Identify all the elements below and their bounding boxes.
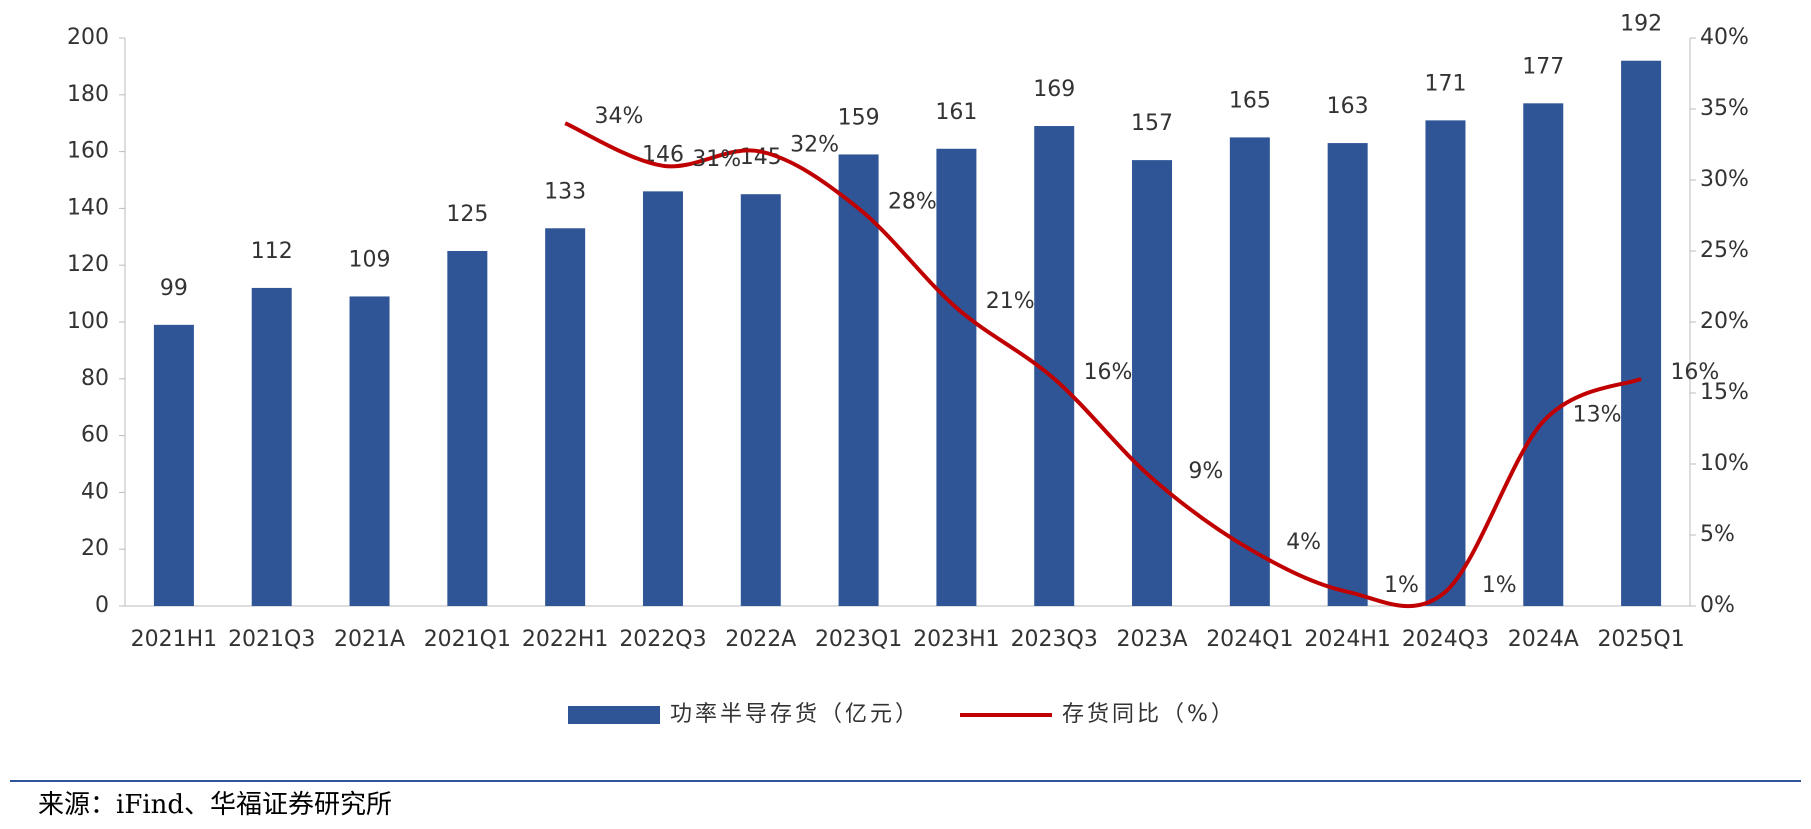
- bar-label: 112: [251, 239, 293, 264]
- legend-label: 功率半导存货（亿元）: [670, 702, 920, 727]
- x-tick-label: 2023Q3: [1011, 627, 1098, 652]
- line-label: 34%: [595, 104, 644, 129]
- line-label: 21%: [986, 289, 1035, 314]
- line-label: 31%: [692, 147, 741, 172]
- bar-label: 163: [1327, 94, 1369, 119]
- bar: [1621, 60, 1662, 607]
- bar: [1425, 120, 1466, 607]
- x-tick-label: 2022Q3: [619, 627, 706, 652]
- y2-tick-label: 30%: [1700, 167, 1749, 192]
- line-label: 13%: [1573, 402, 1622, 427]
- x-tick-label: 2021Q1: [424, 627, 511, 652]
- source: 来源：iFind、华福证券研究所: [38, 790, 392, 820]
- bar: [740, 194, 781, 606]
- x-tick-label: 2024Q1: [1206, 627, 1293, 652]
- y2-tick-label: 10%: [1700, 451, 1749, 476]
- bar: [936, 148, 977, 606]
- bar: [153, 324, 194, 606]
- bar-label: 157: [1131, 111, 1173, 136]
- x-tick-label: 2022H1: [522, 627, 609, 652]
- bar-label: 169: [1033, 77, 1075, 102]
- x-tick-label: 2021H1: [131, 627, 218, 652]
- y-tick-label: 120: [67, 252, 109, 277]
- bar-label: 159: [838, 105, 880, 130]
- bar: [838, 154, 879, 606]
- line-label: 1%: [1384, 573, 1419, 598]
- line-label: 16%: [1670, 360, 1719, 385]
- bar: [1132, 160, 1173, 606]
- bar-label: 177: [1522, 54, 1564, 79]
- x-tick-label: 2024H1: [1304, 627, 1391, 652]
- bar-label: 192: [1620, 12, 1662, 37]
- line-label: 16%: [1084, 360, 1133, 385]
- x-tick-label: 2023Q1: [815, 627, 902, 652]
- line-label: 32%: [790, 133, 839, 158]
- bar-label: 165: [1229, 88, 1271, 113]
- bar-label: 171: [1424, 71, 1466, 96]
- y-tick-label: 20: [81, 536, 109, 561]
- y2-tick-label: 5%: [1700, 522, 1735, 547]
- x-tick-label: 2024Q3: [1402, 627, 1489, 652]
- y-tick-label: 200: [67, 25, 109, 50]
- line-label: 9%: [1188, 459, 1223, 484]
- y-tick-label: 0: [95, 593, 109, 618]
- legend-label: 存货同比（%）: [1062, 702, 1236, 727]
- bar: [1327, 143, 1368, 606]
- bar: [642, 191, 683, 607]
- y2-tick-label: 20%: [1700, 309, 1749, 334]
- bar: [447, 251, 488, 606]
- bar: [1523, 103, 1564, 606]
- line-label: 1%: [1482, 573, 1517, 598]
- y2-tick-label: 35%: [1700, 96, 1749, 121]
- line-label: 4%: [1286, 530, 1321, 555]
- x-tick-label: 2021A: [334, 627, 405, 652]
- legend-swatch: [568, 706, 660, 724]
- line: [564, 121, 1642, 609]
- x-tick-label: 2022A: [725, 627, 796, 652]
- y2-tick-label: 40%: [1700, 25, 1749, 50]
- bar-label: 109: [349, 247, 391, 272]
- y-tick-label: 60: [81, 423, 109, 448]
- bar-label: 99: [160, 276, 188, 301]
- bar-label: 133: [544, 179, 586, 204]
- bar-label: 161: [935, 100, 977, 125]
- bar: [1229, 137, 1270, 606]
- y-tick-label: 100: [67, 309, 109, 334]
- y-tick-label: 80: [81, 366, 109, 391]
- x-tick-label: 2024A: [1508, 627, 1579, 652]
- x-tick-label: 2025Q1: [1597, 627, 1684, 652]
- x-tick-label: 2021Q3: [228, 627, 315, 652]
- y-tick-label: 160: [67, 139, 109, 164]
- y-tick-label: 40: [81, 479, 109, 504]
- x-tick-label: 2023A: [1117, 627, 1188, 652]
- bar: [545, 228, 586, 606]
- line-label: 28%: [888, 189, 937, 214]
- y-tick-label: 140: [67, 195, 109, 220]
- x-tick-label: 2023H1: [913, 627, 1000, 652]
- y2-tick-label: 0%: [1700, 593, 1735, 618]
- y2-tick-label: 25%: [1700, 238, 1749, 263]
- bar: [349, 296, 390, 606]
- bar: [251, 287, 292, 606]
- y-tick-label: 180: [67, 82, 109, 107]
- bar-label: 125: [446, 202, 488, 227]
- y2-tick-label: 15%: [1700, 380, 1749, 405]
